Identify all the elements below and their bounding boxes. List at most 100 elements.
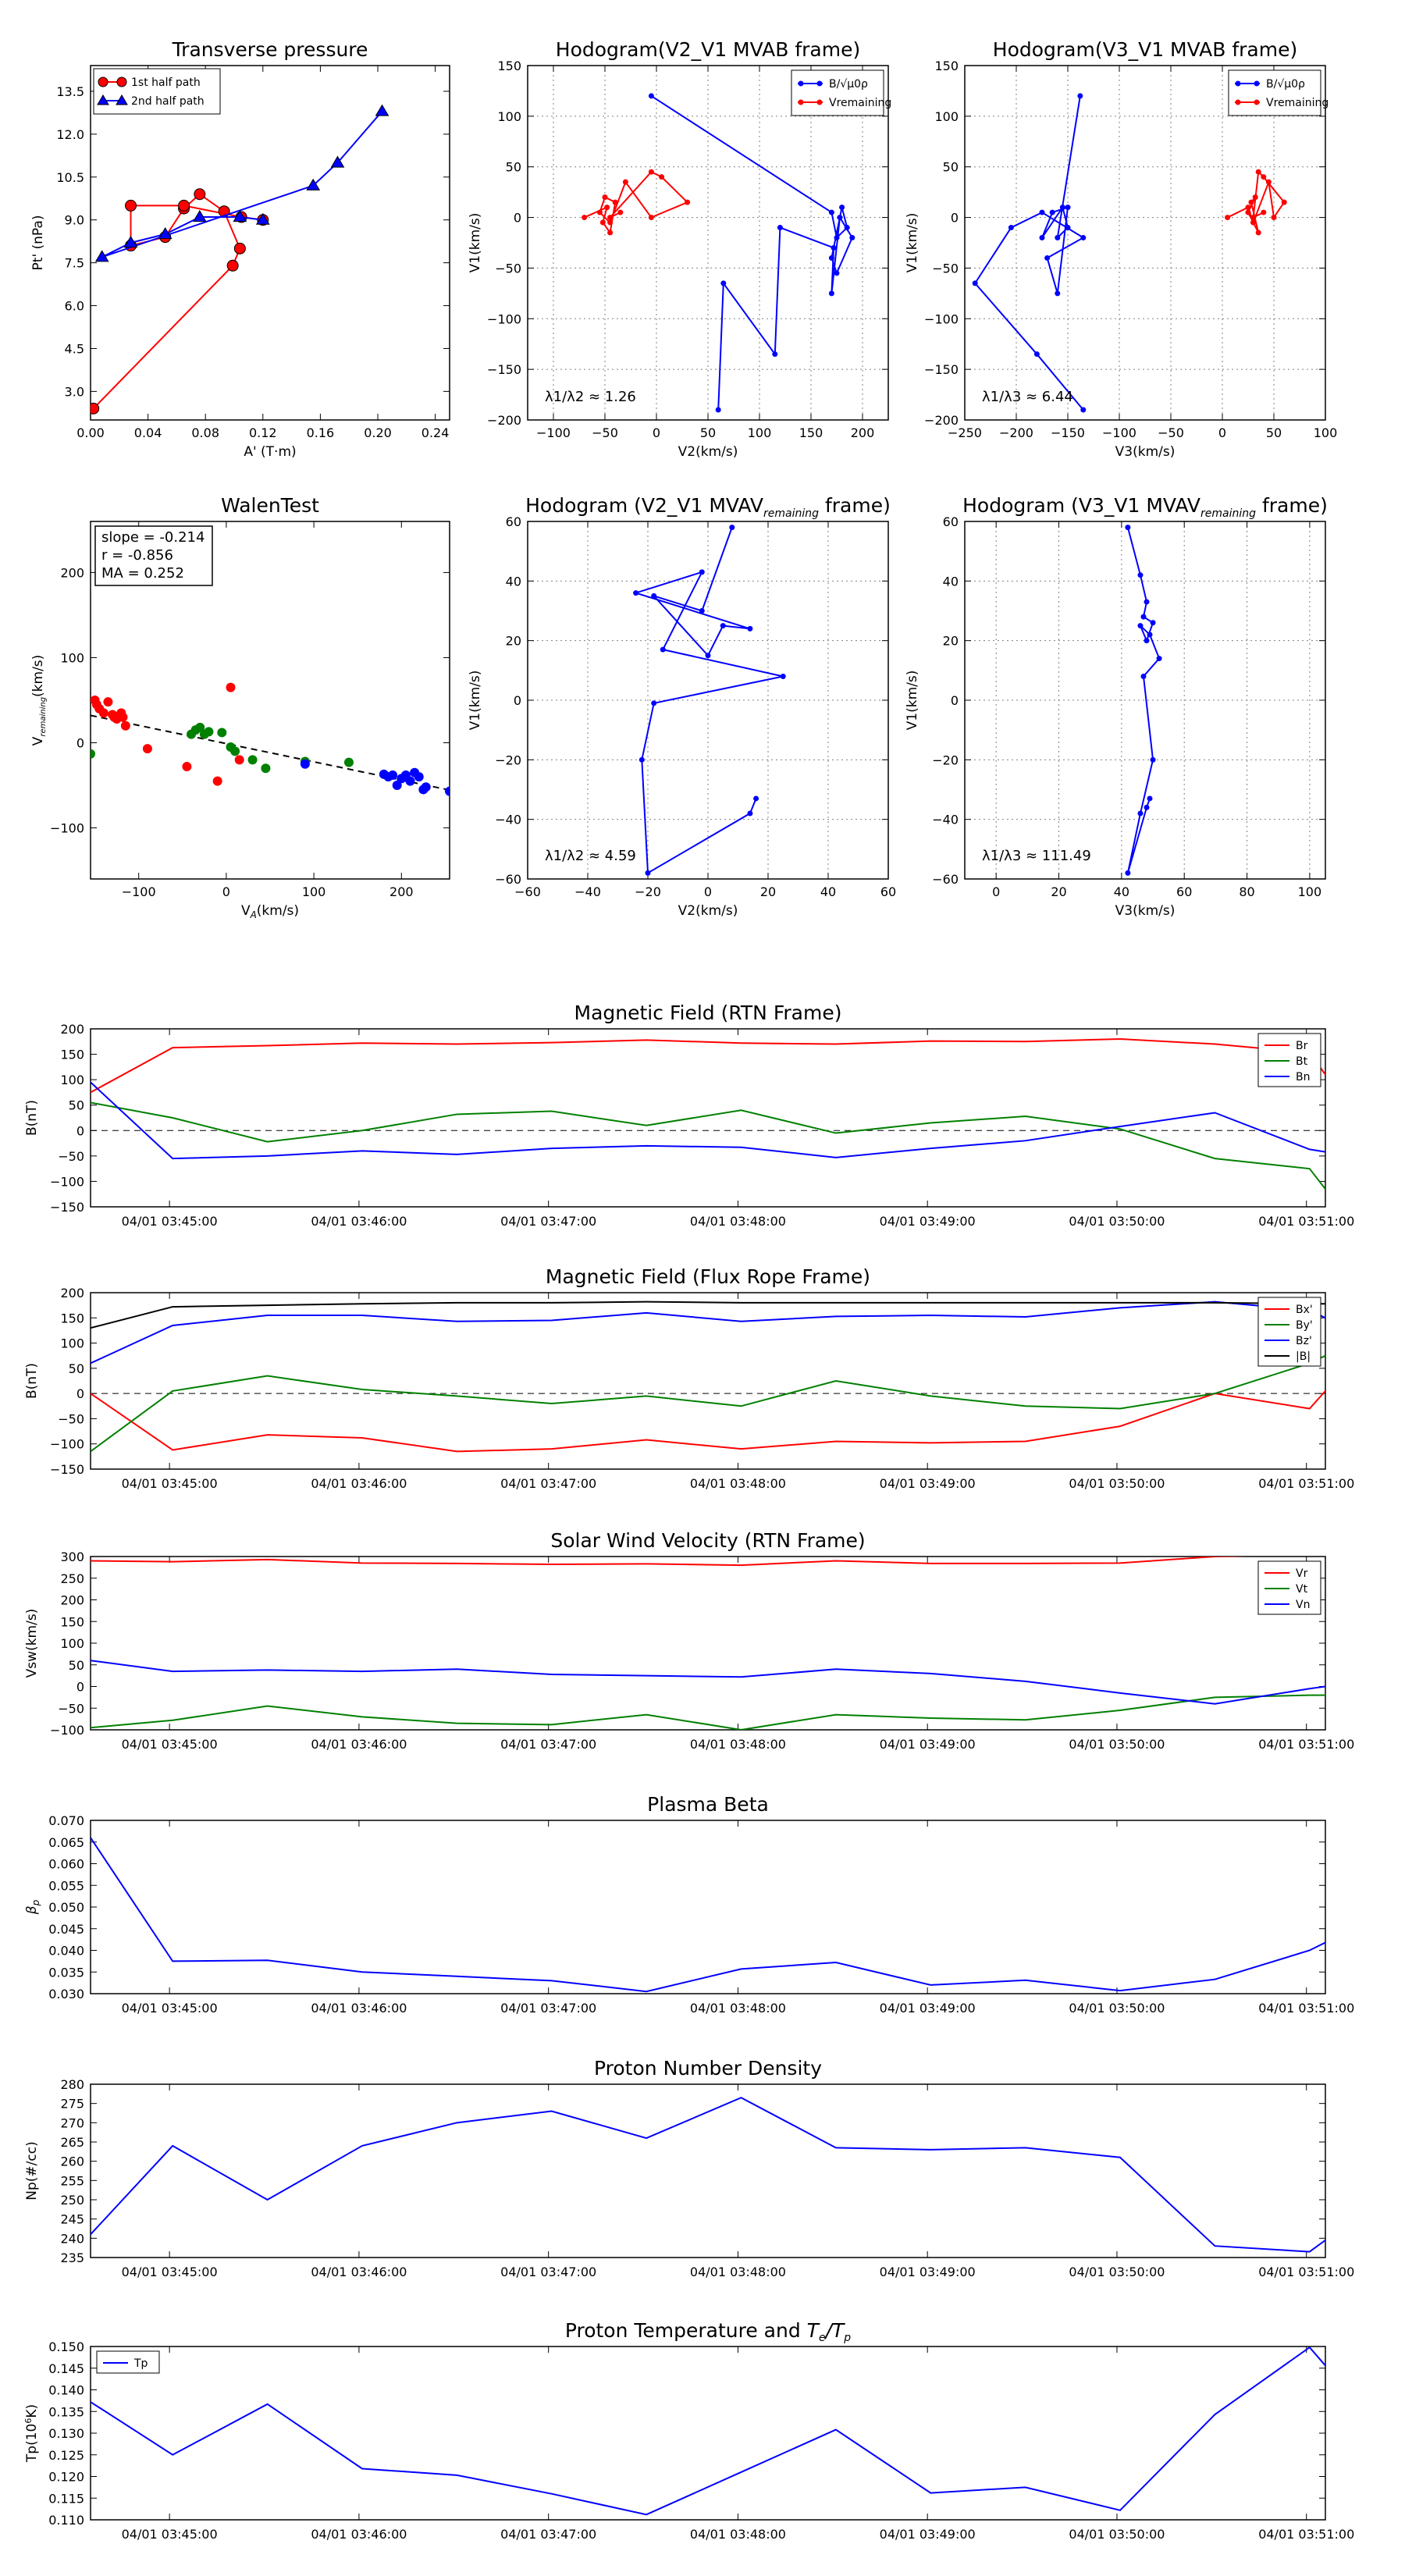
x-tick-label: −100	[536, 425, 571, 440]
plot-frame	[90, 2083, 1326, 2258]
x-tick-label: 04/01 03:46:00	[311, 2001, 407, 2016]
legend-marker	[816, 99, 823, 105]
x-tick-label: 04/01 03:50:00	[1069, 1737, 1165, 1752]
data-point	[343, 757, 354, 767]
x-tick-label: −50	[1158, 425, 1184, 440]
y-tick-label: 0	[514, 211, 521, 226]
x-tick-label: 04/01 03:45:00	[122, 2527, 218, 2542]
x-tick-label: 04/01 03:48:00	[690, 1737, 786, 1752]
legend-label: B/√μ0ρ	[1266, 78, 1305, 91]
y-tick-label: −40	[495, 813, 521, 827]
chart-title: Proton Number Density	[594, 2057, 822, 2080]
data-point	[405, 776, 415, 786]
x-tick-label: 04/01 03:48:00	[690, 2527, 786, 2542]
x-tick-label: 04/01 03:50:00	[1069, 2001, 1165, 2016]
y-tick-label: 100	[60, 1336, 84, 1351]
y-tick-label: 0.130	[48, 2426, 84, 2441]
y-tick-label: 50	[69, 1658, 84, 1673]
y-tick-label: 0	[951, 211, 959, 226]
y-tick-label: −60	[932, 872, 959, 887]
eigen-ratio-annotation: λ1/λ2 ≈ 1.26	[545, 389, 636, 405]
x-tick-label: 04/01 03:46:00	[311, 2527, 407, 2542]
legend-marker	[1235, 99, 1241, 105]
x-tick-label: 80	[1239, 884, 1254, 899]
legend-box	[791, 69, 884, 116]
y-axis-label: Vremaining(km/s)	[30, 655, 48, 746]
data-point	[1252, 194, 1258, 201]
y-axis-label: V1(km/s)	[468, 671, 483, 731]
data-point	[651, 700, 657, 706]
data-point	[651, 592, 657, 599]
y-tick-label: −150	[487, 362, 521, 377]
data-point	[599, 219, 606, 226]
legend-marker	[816, 80, 823, 87]
data-point	[1255, 229, 1261, 236]
legend-label: Br	[1296, 1040, 1308, 1052]
y-tick-label: 0	[951, 693, 959, 708]
x-axis-label: V2(km/s)	[678, 903, 738, 919]
data-point	[103, 697, 113, 707]
x-tick-label: 04/01 03:47:00	[500, 2265, 596, 2279]
x-tick-label: 100	[748, 425, 772, 440]
data-point	[1137, 810, 1144, 817]
data-point	[828, 290, 834, 297]
data-point	[617, 209, 624, 215]
x-tick-label: 04/01 03:48:00	[690, 1214, 786, 1229]
chart-title: Solar Wind Velocity (RTN Frame)	[550, 1529, 865, 1552]
y-tick-label: 0.030	[48, 1987, 84, 2001]
x-axis-label: V3(km/s)	[1115, 903, 1176, 919]
x-tick-label: −250	[948, 425, 982, 440]
x-tick-label: 04/01 03:46:00	[311, 1737, 407, 1752]
series-line-Bt	[91, 1101, 1325, 1190]
legend-marker	[116, 94, 128, 105]
x-tick-label: 04/01 03:48:00	[690, 2265, 786, 2279]
y-axis-label: βp	[24, 1899, 41, 1915]
x-tick-label: 04/01 03:49:00	[880, 1214, 976, 1229]
data-point	[1147, 795, 1153, 802]
x-tick-label: 04/01 03:48:00	[690, 1476, 786, 1491]
y-tick-label: 0	[514, 693, 521, 708]
x-tick-label: 20	[1051, 884, 1066, 899]
x-tick-label: −200	[999, 425, 1033, 440]
y-tick-label: 0	[76, 1386, 84, 1401]
legend-label: Vn	[1296, 1599, 1310, 1611]
data-point	[421, 782, 431, 792]
y-tick-label: 240	[60, 2231, 84, 2246]
x-tick-label: −60	[514, 884, 541, 899]
x-tick-label: 04/01 03:46:00	[311, 2265, 407, 2279]
y-tick-label: 0	[76, 1680, 84, 1695]
series-line-beta	[91, 1837, 1325, 1993]
chart-title: Transverse pressure	[172, 38, 368, 61]
data-point	[388, 770, 398, 780]
data-point	[648, 215, 654, 221]
data-point	[1137, 572, 1144, 578]
data-point	[1049, 209, 1055, 215]
stats-line: MA = 0.252	[101, 565, 184, 582]
plot-area	[91, 2097, 1325, 2253]
y-tick-label: 50	[69, 1098, 84, 1113]
series-line-Vn	[91, 1660, 1325, 1705]
data-point	[1150, 756, 1156, 763]
chart-tp: 0.00 0.04 0.08 0.12 0.16 0.20 0.24 3.0 4.5 6.0 7.5…	[30, 38, 450, 460]
x-tick-label: 04/01 03:51:00	[1258, 1214, 1354, 1229]
data-point	[596, 209, 603, 215]
x-tick-label: 04/01 03:45:00	[122, 1214, 218, 1229]
chart-ts3: 04/01 03:45:00 04/01 03:46:00 04/01 03:47:…	[24, 1529, 1354, 1752]
y-tick-label: −50	[58, 1411, 84, 1426]
chart-title: Hodogram (V2_V1 MVAVremaining frame)	[525, 494, 891, 520]
legend-marker	[116, 76, 127, 87]
data-point	[255, 212, 270, 225]
x-tick-label: 04/01 03:47:00	[500, 1214, 596, 1229]
y-tick-label: 275	[60, 2097, 84, 2112]
y-tick-label: −100	[924, 311, 959, 326]
data-point	[142, 744, 152, 754]
plot-area	[91, 1557, 1325, 1730]
data-point	[844, 225, 850, 231]
x-tick-label: 50	[700, 425, 716, 440]
data-point	[445, 786, 450, 796]
y-axis-label: B(nT)	[24, 1363, 40, 1399]
y-tick-label: −50	[932, 261, 959, 276]
data-point	[1039, 235, 1045, 241]
y-tick-label: 200	[60, 1286, 84, 1300]
data-point	[1271, 215, 1277, 221]
